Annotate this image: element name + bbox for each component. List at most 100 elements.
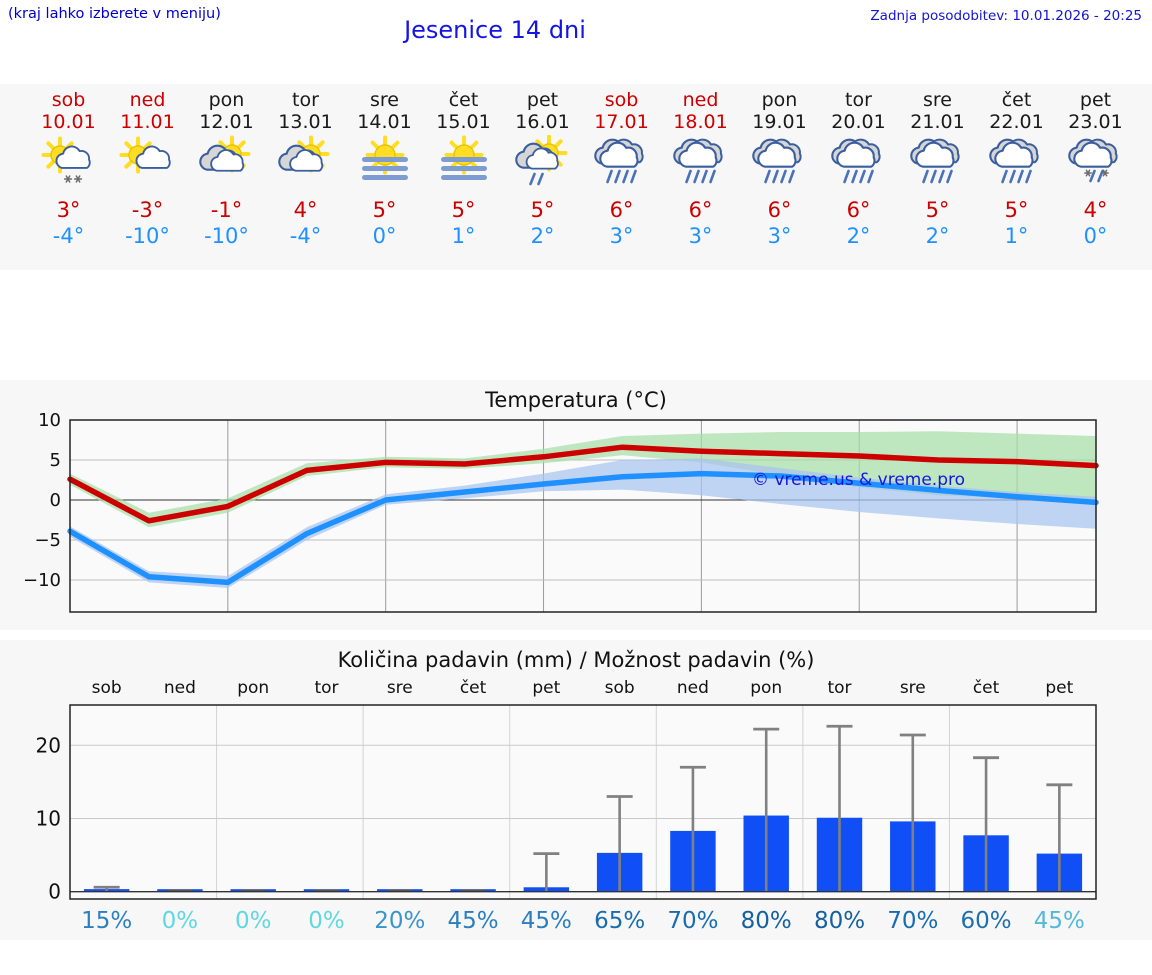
precip-day-header: ned [676,678,709,698]
precip-probability-label: 0% [308,908,345,934]
day-column[interactable]: sob 17.01 6° 3° [582,84,661,270]
day-column[interactable]: pon 12.01 -1° -10° [187,84,266,270]
precip-probability-label: 65% [594,908,646,934]
day-min-temp: 2° [846,224,871,248]
copyright-label: © vreme.us & vreme.pro [752,470,966,490]
precip-day-header: sre [899,678,926,698]
day-column[interactable]: tor 20.01 6° 2° [819,84,898,270]
day-min-temp: 3° [767,224,792,248]
day-date: 13.01 [278,111,333,133]
day-column[interactable]: pet 16.01 5° 2° [503,84,582,270]
day-name: sob [51,89,86,111]
cloud-rain-icon [898,135,977,193]
day-min-temp: -4° [52,224,85,248]
day-name: sre [923,89,952,111]
day-column[interactable]: sre 14.01 5° 0° [345,84,424,270]
sun-fog-icon [424,135,503,193]
precip-y-tick: 20 [36,733,61,757]
day-max-temp: 6° [688,198,713,222]
last-update-label: Zadnja posodobitev: 10.01.2026 - 20:25 [870,8,1142,24]
day-date: 11.01 [120,111,175,133]
day-name: čet [1001,89,1032,111]
day-name: sre [370,89,399,111]
day-min-temp: 1° [451,224,476,248]
precip-probability-label: 0% [234,908,272,934]
precip-probability-label: 45% [520,908,572,934]
precip-probability-label: 45% [447,908,499,934]
day-date: 10.01 [41,111,96,133]
precip-y-tick: 0 [48,880,61,904]
precipitation-chart-plot: 20 10 0 [36,704,1097,904]
precip-probability-label: 20% [374,908,426,934]
precip-probability-label: 45% [1033,908,1085,934]
page-header: (kraj lahko izberete v meniju) Jesenice … [0,0,1152,48]
day-min-temp: 3° [609,224,634,248]
precip-day-header: tor [827,678,852,698]
day-name: pon [208,89,245,111]
day-column[interactable]: ned 11.01 -3° -10° [108,84,187,270]
page-title: Jesenice 14 dni [404,16,586,44]
sun-cloud-icon [108,135,187,193]
forecast-day-strip: sob 10.01 3° -4° ned 11.01 -3° -10° pon 12.01 -1° -… [0,84,1152,270]
day-name: tor [292,89,319,111]
precipitation-chart-title: Količina padavin (mm) / Možnost padavin … [337,648,815,672]
temperature-y-tick: 5 [50,450,61,471]
day-min-temp: 2° [530,224,555,248]
day-column[interactable]: pon 19.01 6° 3° [740,84,819,270]
day-date: 12.01 [199,111,254,133]
day-column[interactable]: sob 10.01 3° -4° [29,84,108,270]
precip-y-tick: 10 [36,806,61,830]
day-max-temp: 4° [1083,198,1108,222]
day-min-temp: 1° [1004,224,1029,248]
cloud-rain-snow-icon [1056,135,1135,193]
day-name: čet [448,89,479,111]
day-min-temp: -10° [125,224,170,248]
day-column[interactable]: sre 21.01 5° 2° [898,84,977,270]
day-column[interactable]: čet 15.01 5° 1° [424,84,503,270]
day-max-temp: -1° [210,198,243,222]
precip-day-header: čet [459,678,487,698]
day-column[interactable]: pet 23.01 4° 0° [1056,84,1135,270]
day-date: 16.01 [515,111,570,133]
precip-probability-label: 70% [887,908,939,934]
temperature-chart-plot: 10 5 0 −5 −10 [23,410,1099,613]
day-max-temp: 5° [372,198,397,222]
day-min-temp: -10° [204,224,249,248]
day-min-temp: 0° [1083,224,1108,248]
cloud-rain-icon [740,135,819,193]
day-date: 18.01 [673,111,728,133]
day-date: 21.01 [910,111,965,133]
precip-day-header: sob [91,678,122,698]
precip-probability-label: 80% [740,908,792,934]
day-column[interactable]: ned 18.01 6° 3° [661,84,740,270]
day-max-temp: -3° [131,198,164,222]
precip-day-header: pet [532,678,561,698]
precip-day-header: sre [386,678,413,698]
day-name: pet [1079,89,1112,111]
day-date: 20.01 [831,111,886,133]
day-max-temp: 5° [530,198,555,222]
temperature-y-tick: −5 [34,530,61,551]
day-name: sob [604,89,639,111]
day-date: 19.01 [752,111,807,133]
sun-cloud-rain-icon [503,135,582,193]
day-column[interactable]: čet 22.01 5° 1° [977,84,1056,270]
day-max-temp: 6° [609,198,634,222]
temperature-chart-title: Temperatura (°C) [485,388,667,412]
day-min-temp: 2° [925,224,950,248]
day-name: pet [526,89,559,111]
cloud-sun-icon [266,135,345,193]
precip-day-header: čet [972,678,1000,698]
day-max-temp: 5° [925,198,950,222]
day-date: 22.01 [989,111,1044,133]
temperature-y-tick: −10 [23,570,61,591]
day-date: 15.01 [436,111,491,133]
day-max-temp: 4° [293,198,318,222]
precip-probability-label: 0% [161,908,199,934]
precip-probability-label: 15% [81,908,133,934]
cloud-sun-icon [187,135,266,193]
day-column[interactable]: tor 13.01 4° -4° [266,84,345,270]
precip-day-header: pon [237,678,270,698]
day-max-temp: 3° [56,198,81,222]
day-max-temp: 5° [451,198,476,222]
